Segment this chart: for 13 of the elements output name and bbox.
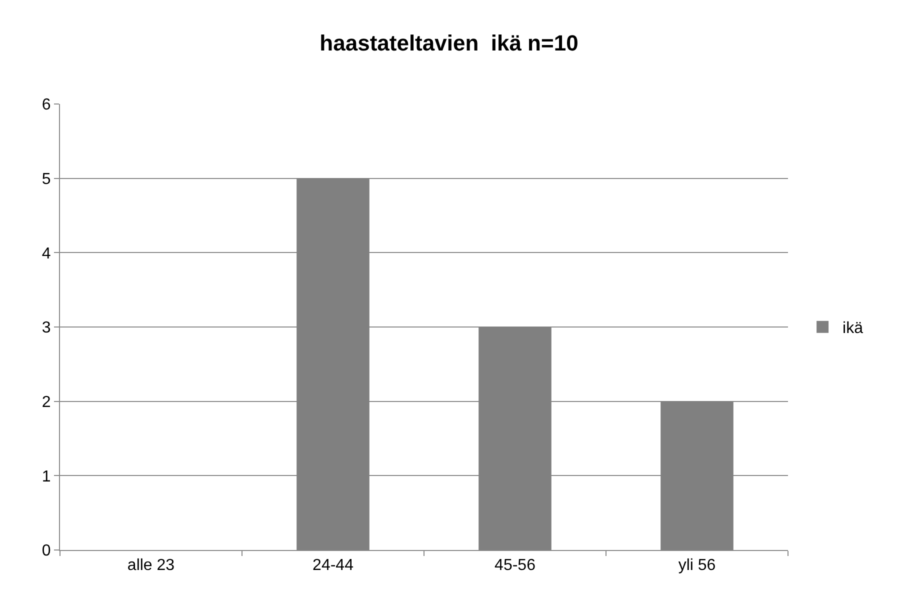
y-tick-label: 3 (42, 320, 51, 337)
x-tick-label: yli 56 (678, 557, 716, 574)
x-tick-label: 24-44 (312, 557, 354, 574)
y-tick-label: 5 (42, 170, 51, 188)
y-tick-label: 1 (42, 468, 51, 486)
y-tick-label: 2 (42, 394, 51, 411)
x-tick-label: alle 23 (127, 557, 175, 574)
legend-label: ikä (842, 320, 864, 338)
chart-title: haastateltavien ikä n=10 (320, 30, 578, 56)
y-tick-label: 0 (42, 542, 51, 560)
y-tick-label: 6 (42, 96, 51, 114)
y-tick-label: 4 (42, 245, 51, 262)
x-tick-label: 45-56 (494, 557, 536, 574)
